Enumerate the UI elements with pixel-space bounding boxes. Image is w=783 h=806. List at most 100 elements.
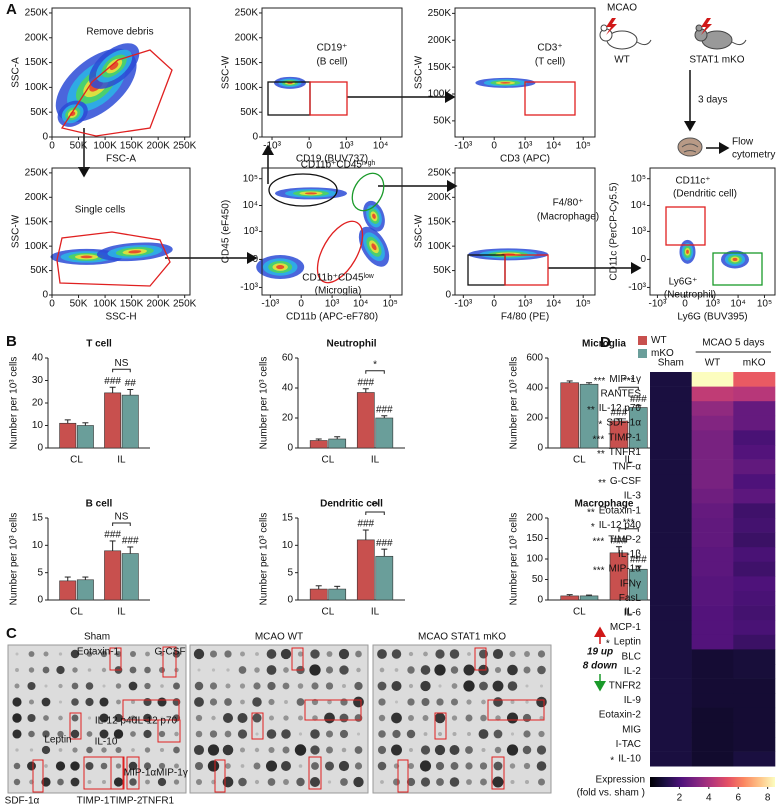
- highlight-box: [474, 647, 487, 671]
- blot-title: MCAO WT: [255, 632, 303, 643]
- y-tick-label: 200: [526, 413, 543, 424]
- blot-label: TIMP-1: [77, 796, 110, 806]
- bar: [59, 422, 77, 449]
- y-tick-label: 10⁵: [631, 173, 646, 184]
- blot-spot: [338, 648, 350, 660]
- y-tick-label: 10: [32, 540, 44, 551]
- blot-spot: [339, 665, 349, 675]
- x-tick-label: 10³: [518, 141, 533, 152]
- bar: [560, 382, 579, 449]
- blot-spot: [15, 748, 19, 752]
- significance: ###: [122, 536, 139, 547]
- y-axis-label: SSC-W: [414, 55, 425, 89]
- blot-spot: [209, 698, 218, 706]
- heatmap-cell: [733, 722, 776, 738]
- y-tick-label: 20: [32, 398, 44, 409]
- blot-spot: [173, 746, 180, 754]
- x-tick-label: IL: [371, 455, 380, 466]
- heatmap-cell: [691, 459, 734, 475]
- blot-spot: [28, 651, 35, 657]
- blot-spot: [436, 698, 444, 706]
- blot-spot: [71, 682, 79, 690]
- blot-spot: [253, 762, 261, 770]
- blot-spot: [157, 777, 167, 787]
- y-tick-label: 150K: [235, 57, 259, 68]
- blot-spot: [266, 665, 277, 675]
- blot-spot: [129, 650, 137, 658]
- colorbar-title: Expression: [596, 775, 645, 786]
- y-axis-label: Number per 10³ cells: [259, 513, 270, 606]
- blot-spot: [298, 715, 303, 721]
- heatmap-cell: [650, 474, 692, 490]
- blot-spot: [13, 762, 21, 770]
- bar: [76, 425, 94, 449]
- blot-label: TNFR1: [142, 796, 175, 806]
- blot-spot: [101, 667, 107, 673]
- heatmap-cell: [733, 532, 776, 548]
- plot-frame: [454, 7, 596, 138]
- x-tick-label: 0: [298, 299, 304, 310]
- density: [80, 255, 93, 259]
- row-label: RANTES: [600, 389, 641, 400]
- x-tick-label: 10⁴: [546, 299, 561, 310]
- blot-spot: [510, 779, 515, 785]
- gate: [504, 254, 549, 286]
- y-tick-label: -10³: [628, 282, 646, 293]
- blot-spot: [195, 714, 203, 722]
- blot-spot: [463, 664, 475, 676]
- blot-spot: [537, 650, 546, 658]
- heatmap-cell: [691, 605, 734, 621]
- blot-spot: [434, 744, 446, 756]
- heatmap-cell: [691, 634, 734, 650]
- flow-plot: 0 50K 100K 150K 200K 250K050K100K150K200K250K…: [11, 7, 197, 165]
- y-tick-label: 600: [526, 353, 543, 364]
- highlight-box: [110, 756, 124, 790]
- heatmap-cell: [650, 503, 692, 519]
- x-tick-label: 10⁵: [576, 141, 591, 152]
- blot-spot: [522, 713, 532, 723]
- blot-spot: [27, 681, 36, 691]
- y-tick-label: 50K: [30, 265, 48, 276]
- colorbar-tick-label: 4: [706, 793, 712, 804]
- column-label: Sham: [658, 358, 684, 369]
- x-tick-label: -10³: [454, 299, 472, 310]
- blot-spot: [338, 760, 350, 772]
- y-axis-label: SSC-A: [11, 57, 22, 88]
- blot-spot: [297, 651, 304, 657]
- blot-spot: [380, 780, 384, 784]
- blot-spot: [71, 698, 79, 706]
- blot-spot: [15, 652, 19, 656]
- heatmap-cell: [733, 415, 776, 431]
- blot-spot: [480, 778, 487, 786]
- x-tick-label: 250K: [173, 141, 197, 152]
- gate-label: CD11b⁺CD45ˡᵒʷ: [302, 273, 374, 284]
- blot-spot: [211, 668, 216, 672]
- blot-membrane: [7, 644, 187, 794]
- blot-spot: [324, 761, 335, 771]
- heatmap-cell: [733, 707, 776, 723]
- row-label: IL-1β: [618, 549, 641, 560]
- y-tick-label: 0: [42, 132, 48, 143]
- blot-spot: [281, 761, 291, 771]
- y-axis-label: Number per 10³ cells: [509, 357, 520, 450]
- blot-spot: [378, 730, 386, 738]
- blot-spot: [510, 700, 515, 704]
- y-tick-label: 200K: [235, 32, 259, 43]
- y-tick-label: 250K: [25, 8, 49, 19]
- heatmap-cell: [691, 372, 734, 387]
- blot-spot: [391, 649, 402, 659]
- blot-spot: [144, 747, 151, 753]
- heatmap-cell: [691, 664, 734, 679]
- blot-spot: [478, 649, 489, 659]
- blot-spot: [130, 715, 136, 721]
- row-label: IL-6: [624, 608, 642, 619]
- blot-spot: [224, 698, 232, 706]
- blot-spot: [85, 697, 94, 707]
- blot-spot: [87, 668, 92, 672]
- chart-title: T cell: [86, 339, 112, 350]
- blot-spot: [193, 648, 205, 660]
- blot-spot: [377, 681, 387, 691]
- heatmap-cell: [733, 488, 776, 504]
- heatmap-cell: [691, 445, 734, 460]
- blot-spot: [506, 712, 519, 724]
